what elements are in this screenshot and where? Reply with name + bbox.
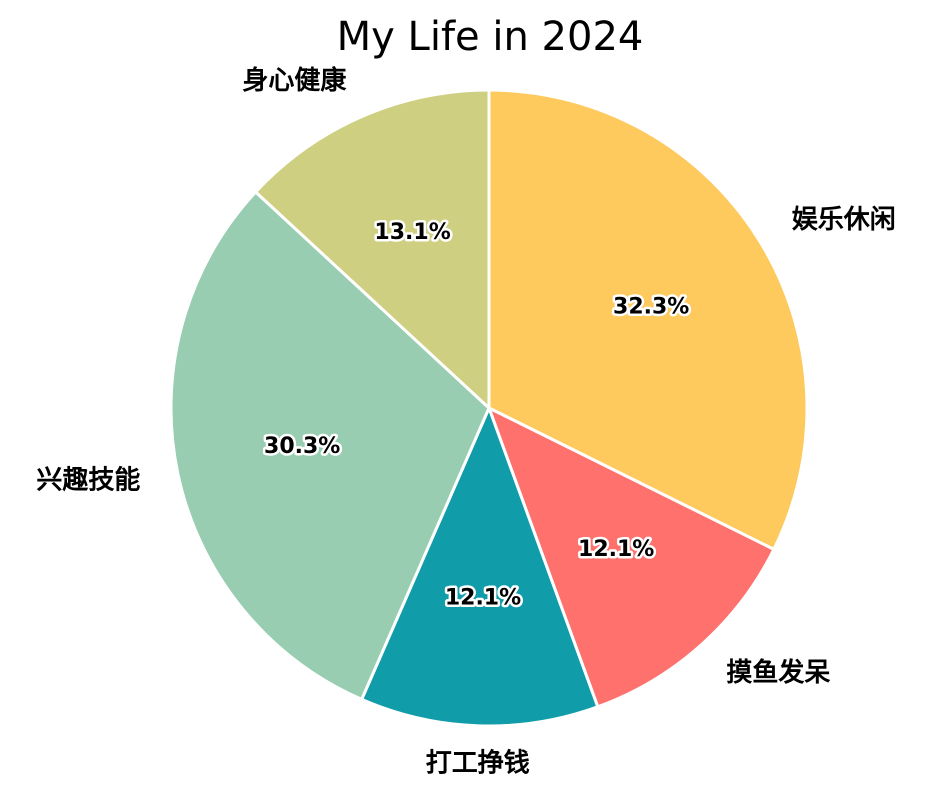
pie-percent-label: 12.1% xyxy=(578,537,654,562)
pie-percent-label: 12.1% xyxy=(445,586,521,611)
pie-category-label: 兴趣技能 xyxy=(36,464,140,495)
pie-percent-label: 13.1% xyxy=(374,220,450,245)
pie-percent-label: 32.3% xyxy=(613,295,689,320)
pie-slice-5 xyxy=(254,88,491,410)
pie-category-label: 身心健康 xyxy=(242,65,347,96)
pie-slices xyxy=(169,88,809,728)
pie-slice-2 xyxy=(487,406,776,709)
pie-category-label: 打工挣钱 xyxy=(426,749,530,779)
pie-category-label: 摸鱼发呆 xyxy=(726,657,830,688)
pie-percent-label: 30.3% xyxy=(264,434,340,459)
chart-title: My Life in 2024 xyxy=(337,14,644,60)
pie-slice-4 xyxy=(169,190,491,701)
pie-slice-3 xyxy=(360,406,600,728)
pie-slice-1 xyxy=(487,88,809,551)
pie-category-label: 娱乐休闲 xyxy=(792,205,896,235)
pie-percent-labels: 32.3% 12.1% 12.1% 30.3% 13.1% xyxy=(262,218,692,614)
